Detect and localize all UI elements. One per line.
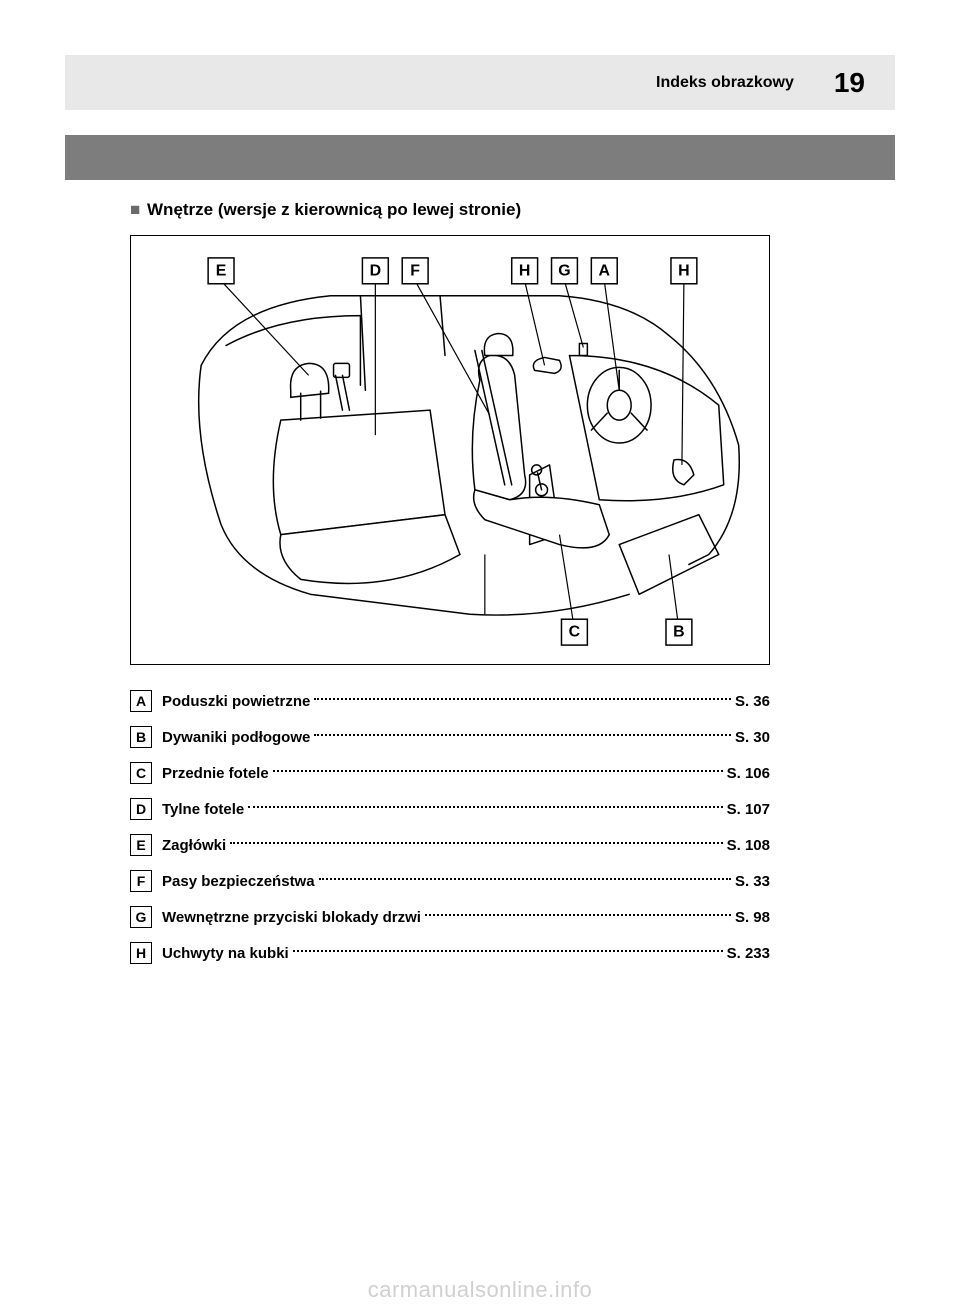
svg-text:G: G	[558, 262, 570, 279]
legend-letter: H	[130, 942, 152, 964]
legend-label: Przednie fotele	[162, 765, 269, 782]
legend-dots	[293, 950, 723, 952]
legend-page: S. 108	[727, 837, 770, 854]
legend-dots	[273, 770, 723, 772]
legend-label: Dywaniki podłogowe	[162, 729, 310, 746]
callout-G: G	[552, 258, 578, 284]
callout-D: D	[362, 258, 388, 284]
legend-page: S. 30	[735, 729, 770, 746]
callout-E: E	[208, 258, 234, 284]
legend-row: F Pasy bezpieczeństwa S. 33	[130, 870, 770, 892]
legend-label: Zagłówki	[162, 837, 226, 854]
legend-page: S. 106	[727, 765, 770, 782]
svg-text:B: B	[673, 624, 685, 641]
legend-row: B Dywaniki podłogowe S. 30	[130, 726, 770, 748]
callout-F: F	[402, 258, 428, 284]
legend-dots	[230, 842, 722, 844]
header-section: Indeks obrazkowy	[656, 74, 794, 92]
callout-H-1: H	[512, 258, 538, 284]
page-header: Indeks obrazkowy 19	[65, 55, 895, 110]
legend-label: Tylne fotele	[162, 801, 244, 818]
interior-svg: E D F H G A H	[131, 236, 769, 664]
legend-row: E Zagłówki S. 108	[130, 834, 770, 856]
callout-A: A	[591, 258, 617, 284]
legend-page: S. 233	[727, 945, 770, 962]
svg-text:F: F	[410, 262, 420, 279]
svg-text:H: H	[678, 262, 690, 279]
legend-label: Wewnętrzne przyciski blokady drzwi	[162, 909, 421, 926]
svg-text:E: E	[216, 262, 227, 279]
legend-dots	[314, 734, 731, 736]
callout-C: C	[561, 619, 587, 645]
legend-page: S. 36	[735, 693, 770, 710]
svg-text:A: A	[599, 262, 611, 279]
legend-page: S. 107	[727, 801, 770, 818]
callout-B: B	[666, 619, 692, 645]
header-dark-bar	[65, 135, 895, 180]
section-title-text: Wnętrze (wersje z kierownicą po lewej st…	[147, 200, 521, 219]
legend-letter: B	[130, 726, 152, 748]
svg-text:H: H	[519, 262, 531, 279]
legend-row: A Poduszki powietrzne S. 36	[130, 690, 770, 712]
legend-label: Uchwyty na kubki	[162, 945, 289, 962]
legend-row: D Tylne fotele S. 107	[130, 798, 770, 820]
callout-H-2: H	[671, 258, 697, 284]
legend-dots	[248, 806, 722, 808]
legend-dots	[319, 878, 731, 880]
legend-dots	[425, 914, 731, 916]
page-number: 19	[834, 67, 865, 99]
section-title: Wnętrze (wersje z kierownicą po lewej st…	[130, 200, 860, 220]
legend-row: C Przednie fotele S. 106	[130, 762, 770, 784]
interior-diagram: E D F H G A H	[130, 235, 770, 665]
legend-row: H Uchwyty na kubki S. 233	[130, 942, 770, 964]
legend-letter: A	[130, 690, 152, 712]
legend-letter: D	[130, 798, 152, 820]
legend-letter: E	[130, 834, 152, 856]
legend-page: S. 33	[735, 873, 770, 890]
legend-letter: C	[130, 762, 152, 784]
legend-row: G Wewnętrzne przyciski blokady drzwi S. …	[130, 906, 770, 928]
page-content: Wnętrze (wersje z kierownicą po lewej st…	[130, 200, 860, 978]
svg-text:C: C	[569, 624, 581, 641]
legend-letter: F	[130, 870, 152, 892]
legend-list: A Poduszki powietrzne S. 36 B Dywaniki p…	[130, 690, 770, 964]
legend-dots	[314, 698, 731, 700]
legend-page: S. 98	[735, 909, 770, 926]
watermark: carmanualsonline.info	[0, 1277, 960, 1303]
svg-text:D: D	[370, 262, 382, 279]
legend-label: Poduszki powietrzne	[162, 693, 310, 710]
legend-label: Pasy bezpieczeństwa	[162, 873, 315, 890]
legend-letter: G	[130, 906, 152, 928]
